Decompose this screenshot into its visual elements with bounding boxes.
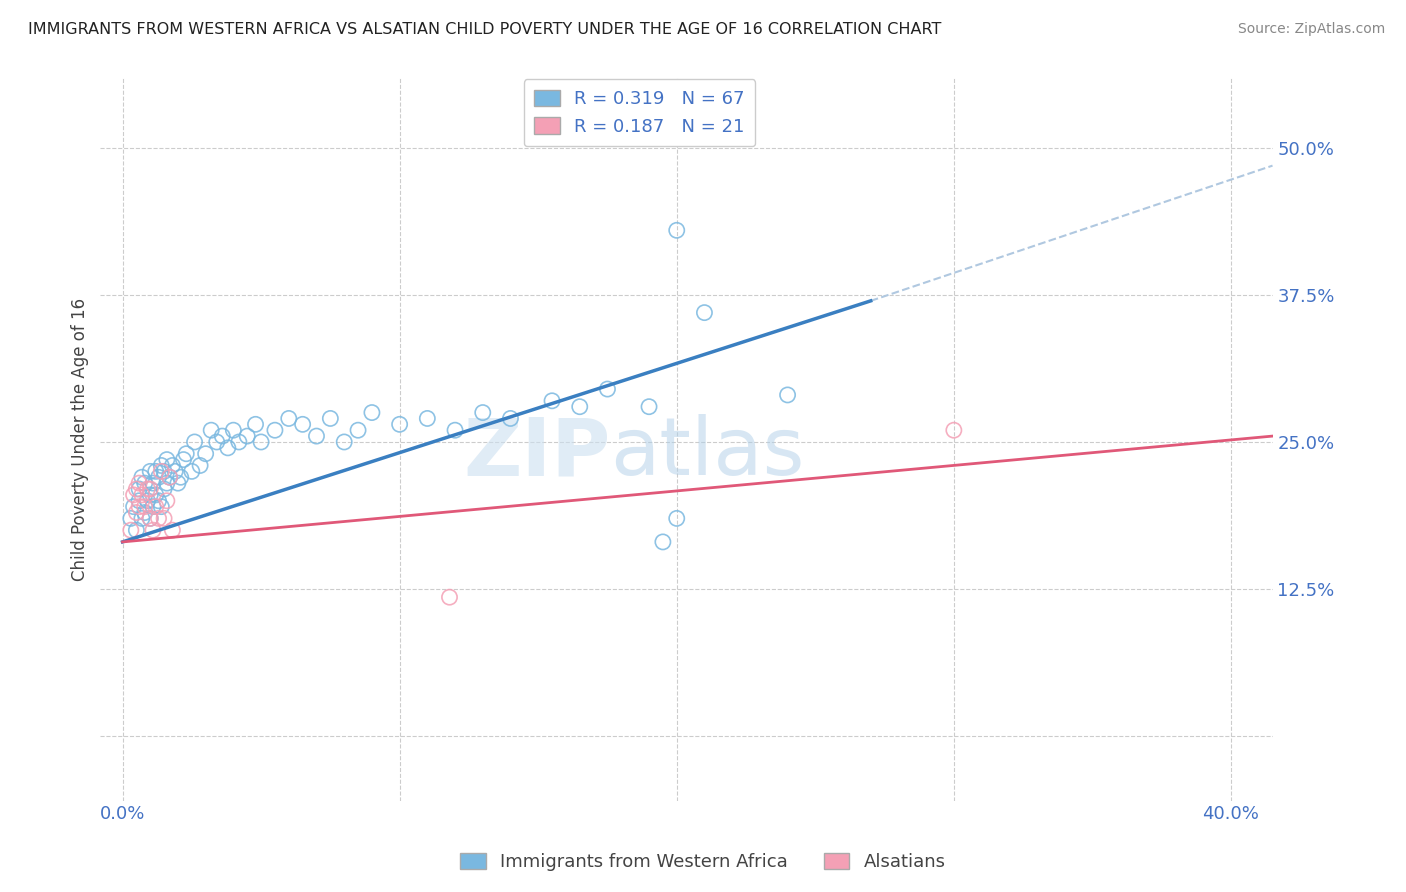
Point [139, 511, 162, 525]
Point [142, 476, 165, 491]
Point [159, 470, 181, 484]
Point [150, 458, 173, 473]
Point [188, 458, 211, 473]
Point [134, 500, 156, 514]
Point [150, 464, 173, 478]
Point [194, 447, 217, 461]
Point [148, 470, 170, 484]
Point [183, 434, 205, 449]
Point [122, 488, 145, 502]
Point [128, 482, 150, 496]
Point [776, 388, 799, 402]
Point [217, 441, 239, 455]
Point [156, 452, 179, 467]
Point [333, 434, 356, 449]
Point [145, 488, 167, 502]
Point [153, 511, 176, 525]
Point [125, 506, 148, 520]
Point [122, 500, 145, 514]
Point [139, 488, 162, 502]
Point [211, 429, 233, 443]
Text: ZIP: ZIP [463, 415, 610, 492]
Point [142, 500, 165, 514]
Point [319, 411, 342, 425]
Point [439, 590, 461, 604]
Point [942, 423, 965, 437]
Point [128, 476, 150, 491]
Point [159, 470, 181, 484]
Point [120, 523, 142, 537]
Point [128, 500, 150, 514]
Point [125, 523, 148, 537]
Point [665, 511, 688, 525]
Point [180, 464, 202, 478]
Point [388, 417, 411, 432]
Point [134, 476, 156, 491]
Point [651, 535, 673, 549]
Point [153, 464, 176, 478]
Point [170, 470, 193, 484]
Point [162, 523, 184, 537]
Point [131, 488, 153, 502]
Point [139, 511, 162, 525]
Point [499, 411, 522, 425]
Point [136, 493, 159, 508]
Point [200, 423, 222, 437]
Point [205, 434, 228, 449]
Point [444, 423, 467, 437]
Legend: R = 0.319   N = 67, R = 0.187   N = 21: R = 0.319 N = 67, R = 0.187 N = 21 [523, 79, 755, 146]
Point [665, 223, 688, 237]
Point [148, 493, 170, 508]
Point [131, 470, 153, 484]
Point [136, 482, 159, 496]
Point [541, 393, 564, 408]
Point [142, 523, 165, 537]
Point [150, 500, 173, 514]
Point [361, 406, 384, 420]
Point [134, 506, 156, 520]
Point [145, 500, 167, 514]
Point [693, 305, 716, 319]
Point [347, 423, 370, 437]
Point [250, 434, 273, 449]
Point [236, 429, 259, 443]
Point [228, 434, 250, 449]
Point [277, 411, 299, 425]
Point [139, 464, 162, 478]
Point [638, 400, 661, 414]
Point [305, 429, 328, 443]
Point [162, 458, 184, 473]
Text: atlas: atlas [610, 415, 804, 492]
Point [264, 423, 287, 437]
Point [245, 417, 267, 432]
Point [139, 482, 162, 496]
Point [131, 511, 153, 525]
Point [145, 464, 167, 478]
Point [128, 493, 150, 508]
Text: IMMIGRANTS FROM WESTERN AFRICA VS ALSATIAN CHILD POVERTY UNDER THE AGE OF 16 COR: IMMIGRANTS FROM WESTERN AFRICA VS ALSATI… [28, 22, 942, 37]
Point [174, 447, 197, 461]
Legend: Immigrants from Western Africa, Alsatians: Immigrants from Western Africa, Alsatian… [453, 846, 953, 879]
Point [156, 493, 179, 508]
Point [167, 476, 190, 491]
Point [471, 406, 494, 420]
Text: Source: ZipAtlas.com: Source: ZipAtlas.com [1237, 22, 1385, 37]
Point [120, 511, 142, 525]
Point [173, 452, 195, 467]
Point [222, 423, 245, 437]
Point [125, 482, 148, 496]
Point [596, 382, 619, 396]
Y-axis label: Child Poverty Under the Age of 16: Child Poverty Under the Age of 16 [72, 297, 89, 581]
Point [568, 400, 591, 414]
Point [153, 482, 176, 496]
Point [156, 476, 179, 491]
Point [148, 511, 170, 525]
Point [291, 417, 314, 432]
Point [416, 411, 439, 425]
Point [165, 464, 187, 478]
